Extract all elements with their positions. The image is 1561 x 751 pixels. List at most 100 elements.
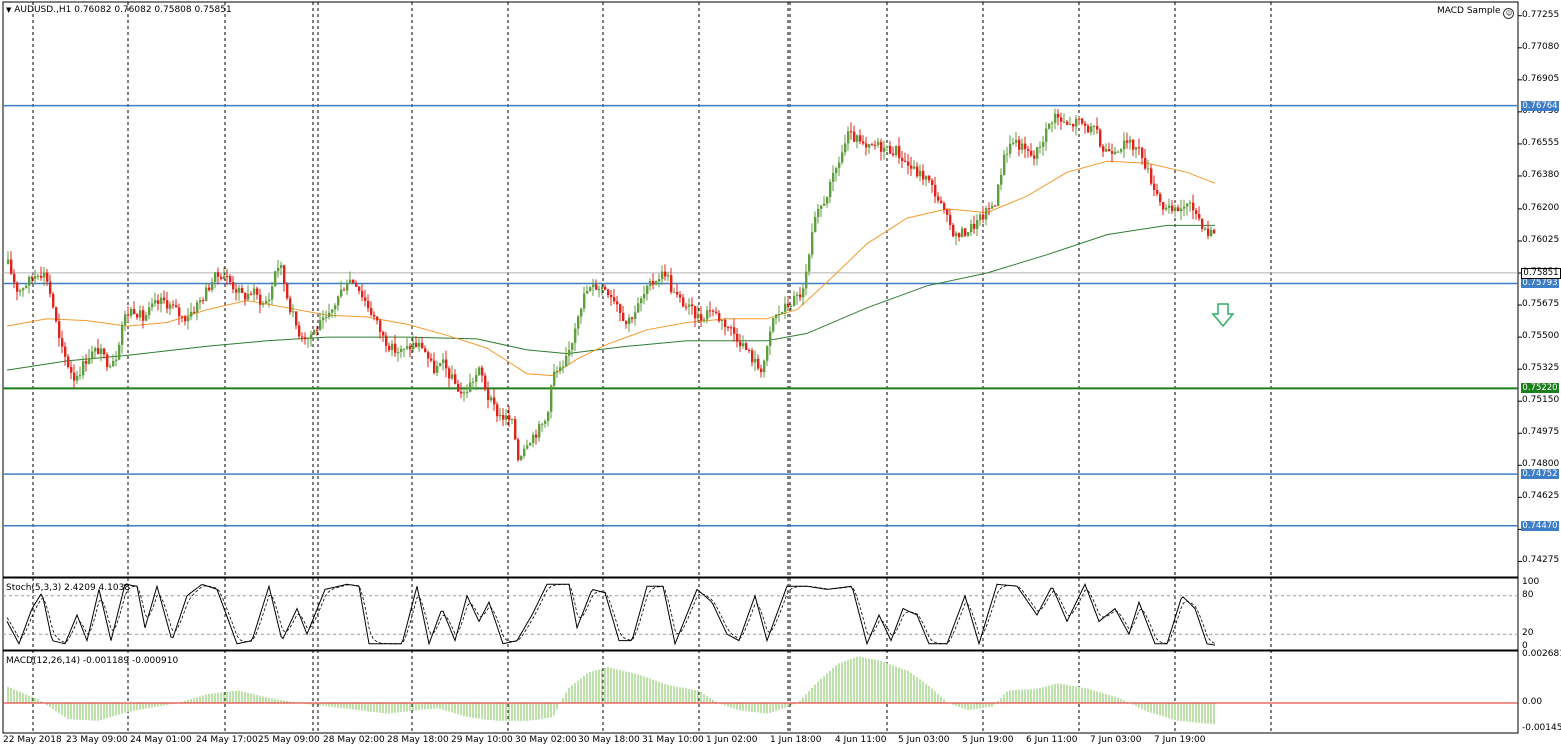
- candle-body: [1126, 140, 1129, 143]
- candle-body: [394, 343, 397, 353]
- macd-axis-label: 0.00: [1522, 696, 1543, 707]
- candle-body: [829, 181, 832, 198]
- candle-body: [325, 316, 328, 318]
- candle-body: [595, 284, 598, 290]
- header-dropdown-icon[interactable]: ▼: [6, 6, 12, 14]
- candle-body: [994, 205, 997, 207]
- candle-body: [343, 289, 346, 291]
- candle-body: [85, 361, 88, 364]
- candle-body: [661, 271, 664, 280]
- candle-body: [580, 308, 583, 317]
- candle-body: [700, 314, 703, 321]
- stoch-title: Stoch(5,3,3) 2.4209 4.1038: [6, 583, 131, 593]
- candle-body: [502, 415, 505, 420]
- time-label: 28 May 02:00: [323, 735, 385, 745]
- candle-body: [670, 275, 673, 293]
- candle-body: [571, 342, 574, 350]
- candle-body: [475, 374, 478, 382]
- candle-body: [262, 303, 265, 305]
- candle-body: [310, 334, 313, 338]
- candle-body: [1195, 210, 1198, 215]
- candle-body: [208, 287, 211, 291]
- candle-body: [1099, 129, 1102, 147]
- candle-body: [355, 282, 358, 287]
- down-arrow-icon: [1211, 303, 1235, 328]
- candle-body: [1051, 122, 1054, 124]
- candle-body: [16, 282, 19, 292]
- candles: [7, 108, 1216, 462]
- candle-body: [880, 141, 883, 152]
- candle-body: [958, 233, 961, 238]
- candle-body: [1168, 205, 1171, 208]
- candle-body: [730, 327, 733, 329]
- candle-body: [676, 291, 679, 295]
- candle-body: [1003, 154, 1006, 175]
- candle-body: [907, 161, 910, 166]
- candle-body: [499, 415, 502, 417]
- candle-body: [577, 316, 580, 329]
- candle-body: [790, 305, 793, 307]
- candle-body: [715, 311, 718, 314]
- candle-body: [568, 349, 571, 356]
- price-tick-label: 0.76025: [1522, 234, 1560, 245]
- expert-advisor-label[interactable]: MACD Sample ☺: [1437, 6, 1515, 19]
- candle-body: [94, 348, 97, 352]
- candle-body: [1033, 155, 1036, 159]
- candle-body: [130, 309, 133, 316]
- price-tick-label: 0.74625: [1522, 491, 1560, 502]
- candle-body: [982, 214, 985, 220]
- candle-body: [265, 300, 268, 304]
- candle-body: [349, 279, 352, 284]
- candle-body: [34, 276, 37, 279]
- candle-body: [1063, 121, 1066, 123]
- candle-body: [391, 343, 394, 351]
- candle-body: [805, 271, 808, 289]
- candle-body: [385, 335, 388, 346]
- candle-body: [724, 319, 727, 328]
- candle-body: [928, 175, 931, 181]
- candle-body: [235, 289, 238, 293]
- candle-body: [952, 224, 955, 237]
- candle-body: [616, 301, 619, 305]
- candle-body: [844, 143, 847, 153]
- candle-body: [1198, 214, 1201, 219]
- candle-body: [118, 344, 121, 360]
- candle-body: [583, 293, 586, 309]
- candle-body: [151, 303, 154, 308]
- time-label: 7 Jun 03:00: [1090, 735, 1142, 745]
- candle-body: [457, 383, 460, 392]
- price-level-tag: 0.76764: [1521, 100, 1559, 111]
- candle-body: [1186, 203, 1189, 207]
- candle-body: [541, 423, 544, 425]
- candle-body: [1000, 174, 1003, 185]
- candle-body: [955, 233, 958, 237]
- candle-body: [178, 307, 181, 317]
- candle-body: [838, 162, 841, 169]
- candle-body: [781, 311, 784, 314]
- candle-body: [1024, 143, 1027, 150]
- candle-body: [679, 294, 682, 298]
- candle-body: [532, 434, 535, 444]
- candle-body: [76, 375, 79, 381]
- candle-body: [1075, 118, 1078, 127]
- candle-body: [1114, 151, 1117, 154]
- horizontal-levels: [3, 104, 1518, 527]
- candle-body: [409, 346, 412, 350]
- candle-body: [739, 341, 742, 347]
- candle-body: [307, 337, 310, 340]
- candle-body: [784, 303, 787, 312]
- candle-body: [1213, 229, 1216, 234]
- stoch-axis-label: 20: [1522, 628, 1534, 639]
- candle-body: [277, 267, 280, 272]
- candle-body: [70, 367, 73, 373]
- candle-body: [634, 312, 637, 319]
- symbol-header: ▼ AUDUSD.,H1 0.76082 0.76082 0.75808 0.7…: [6, 5, 232, 16]
- candle-body: [1108, 148, 1111, 152]
- candle-body: [799, 294, 802, 298]
- candle-body: [46, 272, 49, 282]
- candle-body: [100, 348, 103, 355]
- candle-body: [1039, 146, 1042, 148]
- candle-body: [1156, 190, 1159, 195]
- candle-body: [1150, 168, 1153, 184]
- candle-body: [49, 281, 52, 294]
